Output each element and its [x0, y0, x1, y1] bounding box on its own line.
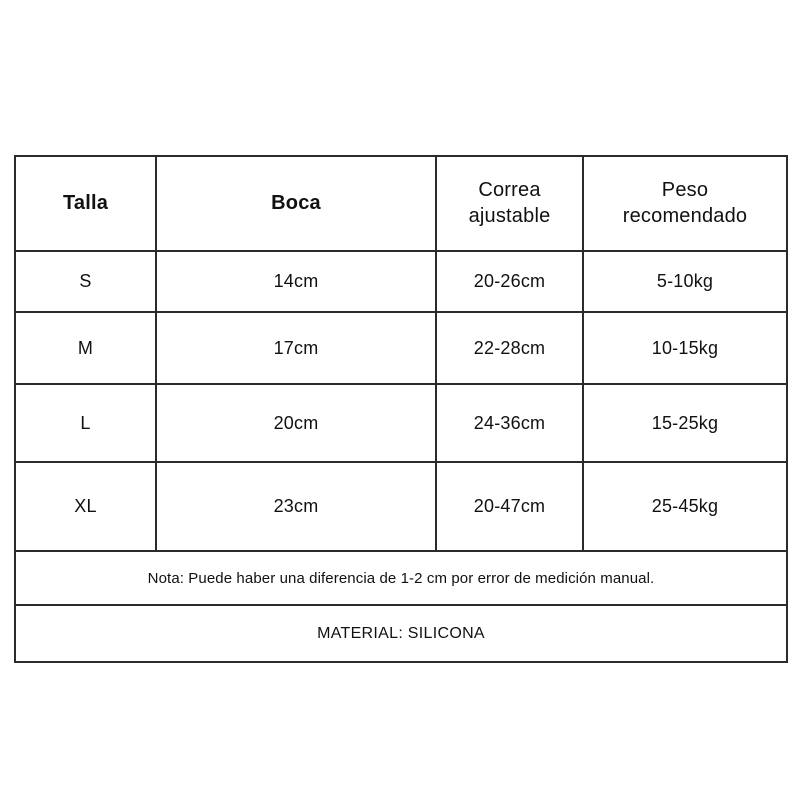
table-row: L 20cm 24-36cm 15-25kg: [14, 383, 788, 463]
table-row: M 17cm 22-28cm 10-15kg: [14, 311, 788, 385]
table-row: S 14cm 20-26cm 5-10kg: [14, 250, 788, 313]
column-header-boca: Boca: [155, 155, 437, 252]
size-chart-table: Talla Boca Correa ajustable Peso recomen…: [14, 155, 788, 663]
column-header-correa-ajustable: Correa ajustable: [435, 155, 584, 252]
measurement-note-text: Nota: Puede haber una diferencia de 1-2 …: [14, 550, 788, 606]
cell-peso: 10-15kg: [582, 311, 788, 385]
cell-boca: 14cm: [155, 250, 437, 313]
cell-size: S: [14, 250, 157, 313]
cell-peso: 15-25kg: [582, 383, 788, 463]
cell-peso: 25-45kg: [582, 461, 788, 552]
cell-boca: 23cm: [155, 461, 437, 552]
cell-size: XL: [14, 461, 157, 552]
column-header-peso-recomendado: Peso recomendado: [582, 155, 788, 252]
table-row: XL 23cm 20-47cm 25-45kg: [14, 461, 788, 552]
measurement-note-row: Nota: Puede haber una diferencia de 1-2 …: [14, 550, 788, 606]
material-row: MATERIAL: SILICONA: [14, 604, 788, 663]
cell-peso: 5-10kg: [582, 250, 788, 313]
cell-size: L: [14, 383, 157, 463]
cell-boca: 17cm: [155, 311, 437, 385]
cell-size: M: [14, 311, 157, 385]
cell-correa: 22-28cm: [435, 311, 584, 385]
cell-correa: 20-47cm: [435, 461, 584, 552]
material-text: MATERIAL: SILICONA: [14, 604, 788, 663]
cell-correa: 24-36cm: [435, 383, 584, 463]
cell-correa: 20-26cm: [435, 250, 584, 313]
column-header-talla: Talla: [14, 155, 157, 252]
cell-boca: 20cm: [155, 383, 437, 463]
table-header-row: Talla Boca Correa ajustable Peso recomen…: [14, 155, 788, 252]
